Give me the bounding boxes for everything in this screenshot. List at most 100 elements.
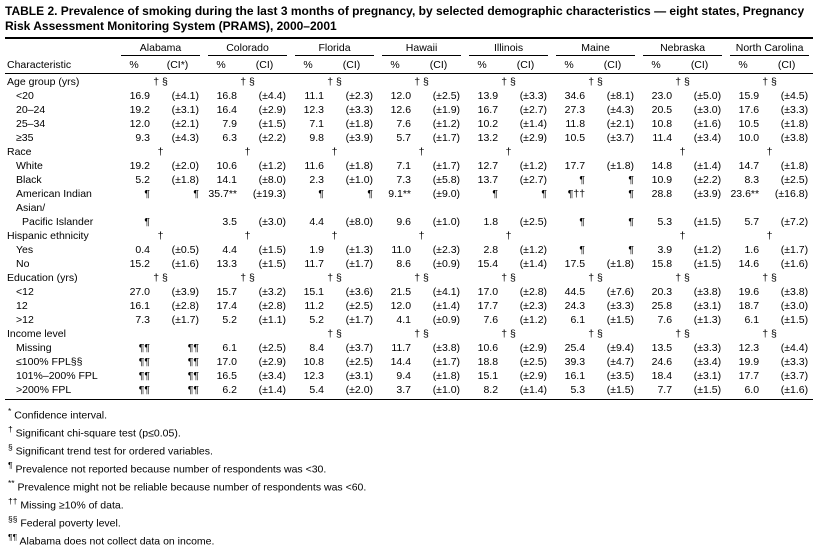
percent-value: 8.4 (309, 342, 325, 354)
significance-marker: † § (414, 328, 429, 340)
percent-value: 15.1 (477, 370, 499, 382)
ci-value: (±1.8) (345, 118, 374, 130)
significance-marker: † § (153, 272, 168, 284)
ci-value: (±1.8) (606, 258, 635, 270)
percent-value: 18.4 (651, 370, 673, 382)
percent-value: 8.6 (396, 258, 412, 270)
row-label: Missing (16, 342, 52, 354)
row-label: Hispanic ethnicity (7, 230, 89, 242)
percent-value: 5.7 (744, 216, 760, 228)
ci-value: (±3.1) (693, 300, 722, 312)
percent-value: 7.7 (639, 383, 674, 400)
percent-value: 6.1 (570, 314, 586, 326)
percent-value: 4.1 (396, 314, 412, 326)
state-name: Florida (295, 42, 375, 56)
ci-value: (±3.9) (345, 132, 374, 144)
significance-marker: † § (762, 328, 777, 340)
ci-value: (±2.9) (258, 356, 287, 368)
significance-marker: † (331, 146, 338, 158)
state-header: Florida (291, 37, 379, 57)
percent-value: 13.2 (477, 132, 499, 144)
percent-value: 3.9 (657, 244, 673, 256)
table-row: 101%–200% FPL ¶¶ ¶¶ 16.5 (±3.4) 12.3 (±3.1) 9.4… (5, 369, 813, 383)
ci-value: (±1.2) (432, 118, 461, 130)
percent-value: 7.1 (396, 160, 412, 172)
ci-value: (±1.5) (673, 383, 727, 400)
percent-value: 14.1 (216, 174, 238, 186)
percent-value: 17.7 (564, 160, 586, 172)
significance-marker (552, 229, 639, 243)
percent-value: 19.9 (738, 356, 760, 368)
significance-marker: † (157, 230, 164, 242)
footnote-marker: ¶ (8, 460, 13, 470)
ci-value: ¶ (541, 188, 548, 200)
percent-value: 16.5 (216, 370, 238, 382)
row-label: 25–34 (16, 118, 46, 130)
ci-value: (±0.9) (432, 258, 461, 270)
ci-value: (±3.1) (171, 104, 200, 116)
ci-value: ¶ (367, 188, 374, 200)
ci-value: (±1.1) (258, 314, 287, 326)
table-row: White 19.2 (±2.0) 10.6 (±1.2) 11.6 (±1.8) 7.1 (±… (5, 159, 813, 173)
percent-value: 7.6 (483, 314, 499, 326)
row-label: >200% FPL (5, 383, 117, 400)
percent-value: ¶ (144, 188, 150, 200)
footnote-text: Confidence interval. (11, 409, 108, 422)
ci-value: (±1.4) (519, 118, 548, 130)
footnote: §§ Federal poverty level. (8, 513, 809, 531)
percent-value: 21.5 (390, 286, 412, 298)
percent-value: ¶†† (567, 188, 586, 200)
ci-value: (±0.9) (432, 314, 461, 326)
percent-value: 25.8 (651, 300, 673, 312)
ci-value: (±1.6) (760, 383, 814, 400)
ci-value: (±1.4) (499, 383, 553, 400)
row-label: >12 (16, 314, 34, 326)
row-label: American Indian (16, 188, 92, 200)
table-row: ≤100% FPL§§ ¶¶ ¶¶ 17.0 (±2.9) 10.8 (±2.5) 14.4 (… (5, 355, 813, 369)
percent-value: 12.7 (477, 160, 499, 172)
state-name: North Carolina (730, 42, 810, 56)
ci-value: (±1.5) (586, 383, 640, 400)
ci-value: (±2.1) (606, 118, 635, 130)
footnote: * Confidence interval. (8, 405, 809, 423)
percent-value: 4.4 (309, 216, 325, 228)
percent-value: 11.1 (304, 90, 325, 102)
percent-value: 5.4 (291, 383, 326, 400)
ci-header: (CI*) (151, 57, 205, 74)
ci-value: (±1.5) (693, 258, 722, 270)
ci-header: (CI) (760, 57, 814, 74)
ci-value: (±1.8) (606, 160, 635, 172)
percent-value: 11.7 (304, 258, 325, 270)
percent-value: 11.2 (304, 300, 325, 312)
percent-header: % (465, 57, 500, 74)
percent-value: 7.9 (222, 118, 238, 130)
ci-value: (±3.3) (780, 104, 809, 116)
percent-value: ¶ (579, 174, 586, 186)
percent-value: ¶¶ (138, 356, 150, 368)
ci-value: (±2.8) (519, 286, 548, 298)
ci-value: (±3.0) (693, 104, 722, 116)
percent-value: 0.4 (135, 244, 150, 256)
table-row: Pacific Islander ¶ 3.5 (±3.0) 4.4 (±8.0) 9.6 (±… (5, 215, 813, 229)
footnote: ** Prevalence might not be reliable beca… (8, 477, 809, 495)
row-label: 101%–200% FPL (16, 370, 98, 382)
percent-value: ¶ (579, 244, 586, 256)
ci-value: (±1.3) (345, 244, 374, 256)
ci-value: (±2.2) (258, 132, 287, 144)
ci-value: (±3.8) (432, 342, 461, 354)
table-row: >12 7.3 (±1.7) 5.2 (±1.1) 5.2 (±1.7) 4.1 (±0.9) 7… (5, 313, 813, 327)
percent-value: ¶ (579, 216, 586, 228)
percent-value: 5.3 (657, 216, 673, 228)
row-label: White (16, 160, 43, 172)
ci-value: (±1.8) (345, 160, 374, 172)
percent-value: 2.8 (483, 244, 499, 256)
ci-value: (±3.7) (606, 132, 635, 144)
significance-marker: † § (675, 328, 690, 340)
ci-value: ¶ (628, 216, 635, 228)
percent-value: 3.7 (378, 383, 413, 400)
ci-value: (±4.3) (606, 104, 635, 116)
percent-value: 28.8 (651, 188, 673, 200)
ci-value: (±1.6) (693, 118, 722, 130)
percent-value: 10.6 (477, 342, 499, 354)
ci-value: (±2.9) (258, 104, 287, 116)
